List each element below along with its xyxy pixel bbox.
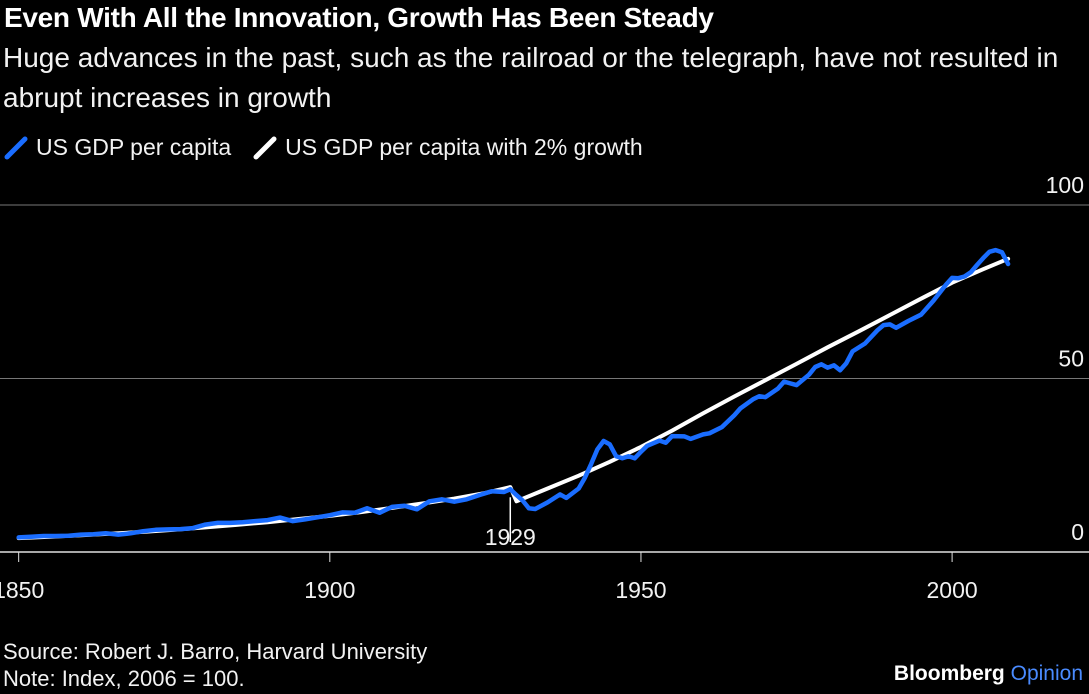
brand-name: Bloomberg [893,662,1005,685]
x-tick-label-1850: 1850 [0,577,44,603]
source-text: Source: Robert J. Barro, Harvard Univers… [3,639,428,664]
legend-item-gdp-2pct: US GDP per capita with 2% growth [253,134,643,161]
series-line-gdp [16,247,1011,540]
chart-title: Even With All the Innovation, Growth Has… [4,2,714,33]
annotation-label-1929: 1929 [485,524,536,550]
y-tick-label-0: 0 [1071,519,1084,545]
y-tick-label-100: 100 [1046,172,1084,198]
y-tick-label-50: 50 [1058,346,1084,372]
chart-source: Source: Robert J. Barro, Harvard Univers… [3,638,427,692]
legend-swatch-gdp [4,136,28,159]
x-tick-label-1950: 1950 [615,577,666,603]
legend-label-gdp: US GDP per capita [36,134,232,160]
chart-subtitle: Huge advances in the past, such as the r… [3,42,1059,113]
legend-item-gdp: US GDP per capita [4,134,231,161]
legend-swatch-gdp-2pct [253,136,277,159]
x-tick-label-2000: 2000 [927,577,978,603]
note-text: Note: Index, 2006 = 100. [3,666,245,691]
series-line-gdp-2pct [16,256,1011,541]
brand-logo: Bloomberg Opinion [894,662,1083,686]
brand-section: Opinion [1010,662,1083,685]
legend-label-gdp-2pct: US GDP per capita with 2% growth [285,134,643,160]
chart-legend: US GDP per capita US GDP per capita with… [4,134,665,161]
x-tick-label-1900: 1900 [304,577,355,603]
